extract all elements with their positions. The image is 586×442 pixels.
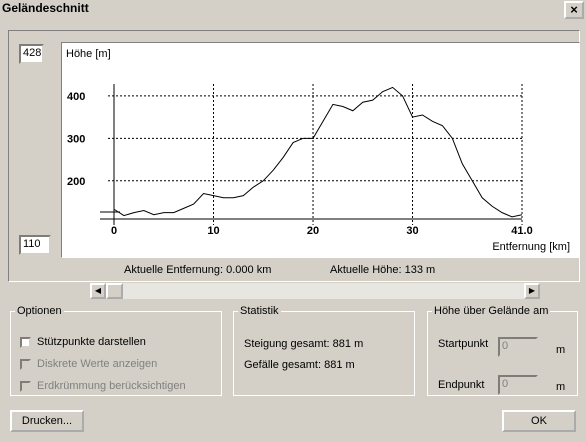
descent: Gefälle gesamt: 881 m [244,359,355,371]
status-distance: Aktuelle Entfernung: 0.000 km [124,264,272,276]
scroll-right[interactable]: ▶ [524,283,540,299]
checkbox: Diskrete Werte anzeigen [20,358,157,370]
statistics-group: Statistik Steigung gesamt: 881 m Gefälle… [233,305,415,396]
x-tick-label: 41.0 [511,225,532,237]
y-tick-label: 200 [67,176,85,188]
max-height-input[interactable]: 428 [19,44,44,64]
checkbox-label: Diskrete Werte anzeigen [37,358,158,370]
checkbox: Erdkrümmung berücksichtigen [20,380,186,392]
status-height: Aktuelle Höhe: 133 m [330,264,436,276]
x-tick-label: 10 [207,225,219,237]
x-tick-label: 0 [111,225,117,237]
min-height-input[interactable]: 110 [19,235,51,255]
scroll-thumb[interactable] [106,283,123,299]
chart: Höhe [m] Entfernung [km] 200 300 400 0 10 20 3… [66,48,570,253]
checkbox[interactable]: Stützpunkte darstellen [20,336,146,348]
close-button[interactable]: × [564,1,584,19]
group-title: Statistik [240,305,279,317]
print-button[interactable]: Drucken... [10,410,84,432]
unit: m [556,344,566,356]
start-label: Startpunkt [438,338,489,350]
group-title: Optionen [17,305,62,317]
y-axis-label: Höhe [m] [66,48,111,60]
unit: m [556,381,566,393]
options-group: Optionen Stützpunkte darstellen Diskrete… [10,305,222,396]
start-input: 0 [498,337,538,357]
y-tick-label: 400 [67,91,85,103]
scroll-left[interactable]: ◀ [90,283,106,299]
ok-button[interactable]: OK [502,410,576,432]
ascent: Steigung gesamt: 881 m [244,338,364,350]
y-tick-label: 300 [67,133,85,145]
profile-line [113,86,523,218]
window-title: Geländeschnitt [2,1,89,15]
x-tick-label: 30 [406,225,418,237]
x-tick-label: 20 [307,225,319,237]
group-title: Höhe über Gelände am [434,305,549,317]
checkbox-label: Stützpunkte darstellen [37,336,146,348]
chart-panel: Höhe [m] Entfernung [km] 200 300 400 0 10 20 3… [61,42,580,258]
end-input: 0 [498,375,538,395]
height-group: Höhe über Gelände am Startpunkt 0 m Endp… [427,305,578,396]
end-label: Endpunkt [438,379,485,391]
scrollbar[interactable]: ◀ ▶ [90,283,540,299]
x-axis-label: Entfernung [km] [492,241,570,253]
checkbox-label: Erdkrümmung berücksichtigen [37,380,186,392]
